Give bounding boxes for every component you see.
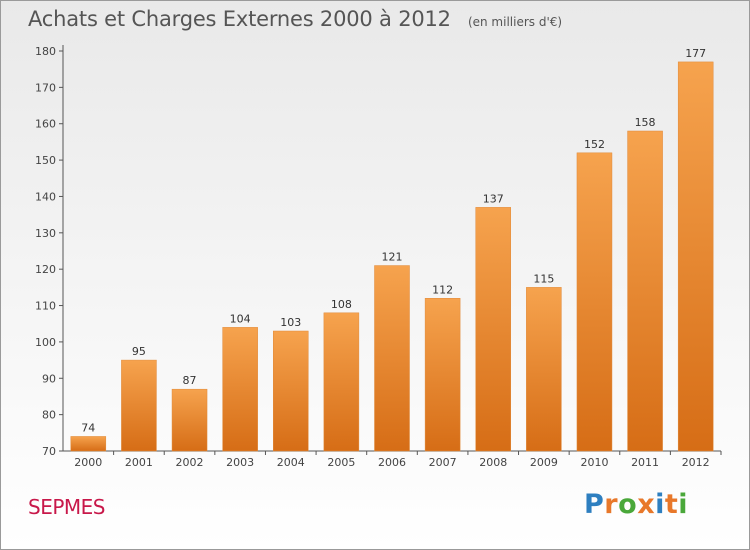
x-tick-label: 2010 [580, 456, 608, 469]
x-tick-label: 2002 [176, 456, 204, 469]
bar [323, 312, 360, 452]
y-tick-label: 100 [35, 336, 56, 349]
y-tick-label: 140 [35, 190, 56, 203]
bar [576, 152, 613, 452]
y-tick-label: 120 [35, 263, 56, 276]
x-tick-label: 2008 [479, 456, 507, 469]
bar [273, 330, 309, 452]
y-tick-label: 160 [35, 118, 56, 131]
logo-letter: o [618, 489, 638, 520]
y-tick-label: 80 [42, 409, 56, 422]
value-label: 103 [280, 316, 301, 329]
logo-letter: i [655, 489, 665, 520]
title-row: Achats et Charges Externes 2000 à 2012 (… [28, 7, 562, 31]
x-tick-label: 2007 [429, 456, 457, 469]
bar [171, 388, 208, 452]
value-label: 115 [533, 272, 554, 285]
bar [222, 327, 258, 452]
x-tick-label: 2012 [682, 456, 710, 469]
value-label: 137 [483, 192, 504, 205]
axes: 70 80 90 100 110 120 130 140 150 160 170 180 2000 200… [35, 45, 722, 469]
value-label: 121 [382, 251, 403, 264]
value-label: 87 [183, 374, 197, 387]
y-tick-label: 70 [42, 445, 56, 458]
x-tick-label: 2004 [277, 456, 305, 469]
chart-subtitle: (en milliers d'€) [467, 15, 563, 29]
value-label: 95 [132, 345, 146, 358]
commune-name: SEPMES [28, 495, 105, 519]
value-label: 158 [635, 116, 656, 129]
value-label: 112 [432, 283, 453, 296]
logo-letter: x [637, 489, 656, 520]
x-tick-label: 2001 [125, 456, 153, 469]
proxiti-logo: Proxiti [584, 489, 688, 520]
y-tick-label: 90 [42, 372, 56, 385]
y-tick-label: 110 [35, 300, 56, 313]
bar [627, 130, 663, 452]
value-label: 177 [685, 47, 706, 60]
bar [475, 207, 511, 452]
logo-letter: r [604, 489, 619, 520]
logo-letter: P [584, 489, 605, 520]
x-tick-label: 2011 [631, 456, 659, 469]
bars [70, 61, 714, 452]
y-tick-label: 170 [35, 81, 56, 94]
logo-letter: t [664, 489, 679, 520]
x-tick-label: 2003 [226, 456, 254, 469]
x-tick-label: 2006 [378, 456, 406, 469]
chart-title: Achats et Charges Externes 2000 à 2012 [28, 7, 451, 31]
bar [424, 298, 461, 452]
value-label: 74 [81, 421, 95, 434]
y-tick-label: 150 [35, 154, 56, 167]
bar [677, 61, 714, 452]
x-tick-label: 2000 [74, 456, 102, 469]
y-tick-label: 130 [35, 227, 56, 240]
x-tick-label: 2009 [530, 456, 558, 469]
logo-letter: i [678, 489, 689, 520]
bar [70, 436, 107, 452]
value-labels: 74 95 87 104 103 108 121 112 137 115 152 158 177 [81, 47, 706, 435]
value-label: 104 [230, 312, 251, 325]
x-tick-label: 2005 [327, 456, 355, 469]
bar [526, 287, 562, 452]
bar [374, 265, 410, 452]
y-tick-label: 180 [35, 45, 56, 58]
value-label: 152 [584, 138, 605, 151]
bar [121, 359, 157, 452]
value-label: 108 [331, 298, 352, 311]
